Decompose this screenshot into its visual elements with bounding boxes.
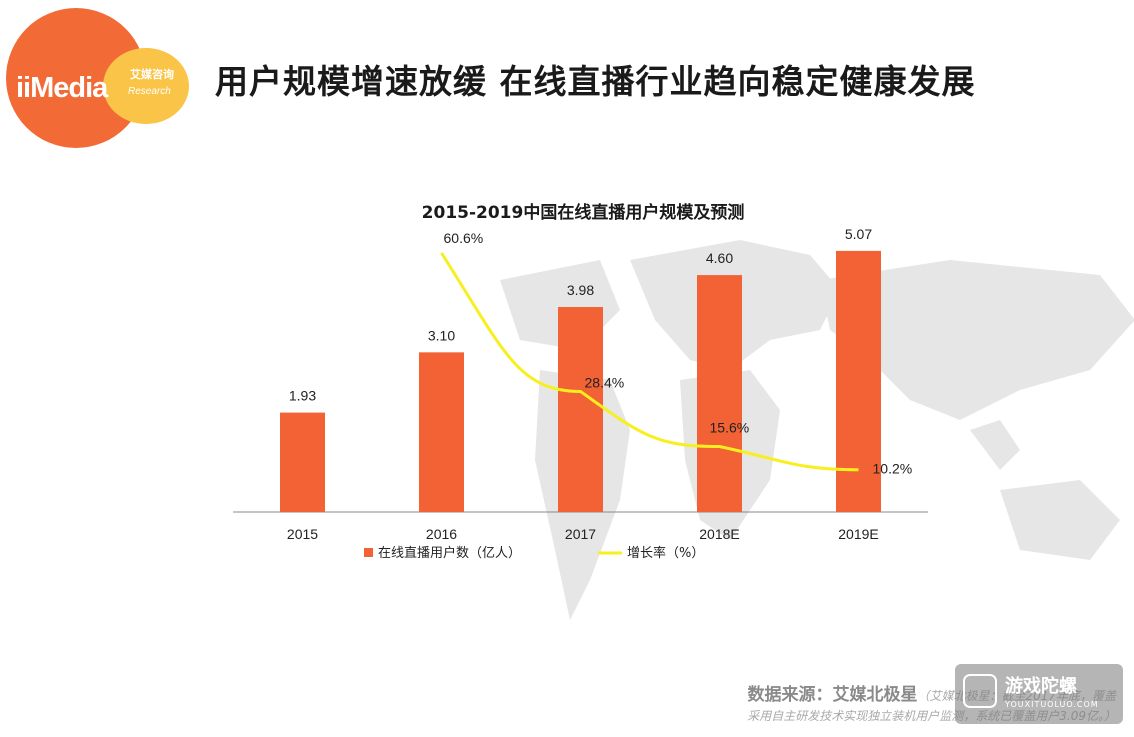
bar: [558, 307, 603, 512]
x-tick-label: 2018E: [699, 526, 739, 542]
bar: [280, 412, 325, 512]
bar-value-label: 1.93: [289, 388, 316, 404]
line-value-label: 28.4%: [585, 374, 625, 390]
x-tick-label: 2016: [426, 526, 457, 542]
watermark-url: YOUXITUOLUO.COM: [1005, 700, 1099, 709]
legend-bar-swatch: [364, 548, 373, 557]
watermark: 游戏陀螺 YOUXITUOLUO.COM: [955, 664, 1123, 724]
x-tick-label: 2017: [565, 526, 596, 542]
brand-logo: iiMedia 艾媒咨询 Research: [0, 0, 200, 160]
x-tick-label: 2019E: [838, 526, 878, 542]
bar-value-label: 5.07: [845, 226, 872, 242]
chart-title: 2015-2019中国在线直播用户规模及预测: [421, 203, 745, 223]
bar-value-label: 3.10: [428, 327, 455, 343]
bar-value-label: 3.98: [567, 282, 594, 298]
logo-circle-small: [103, 48, 189, 124]
watermark-title: 游戏陀螺: [1005, 676, 1077, 697]
page-title: 用户规模增速放缓 在线直播行业趋向稳定健康发展: [215, 62, 976, 101]
logo-cn-name: 艾媒咨询: [130, 68, 174, 81]
logo-wordmark: iiMedia: [16, 72, 108, 104]
line-value-label: 10.2%: [873, 461, 913, 477]
logo-en-name: Research: [128, 86, 171, 97]
line-value-label: 60.6%: [444, 230, 484, 246]
bar-value-label: 4.60: [706, 250, 733, 266]
bar: [419, 352, 464, 512]
source-label: 数据来源：艾媒北极星: [747, 685, 918, 705]
gamepad-icon: [963, 674, 997, 708]
legend-line-label: 增长率（%）: [627, 545, 704, 561]
legend-bar-label: 在线直播用户数（亿人）: [378, 545, 521, 561]
line-value-label: 15.6%: [710, 420, 750, 436]
bar: [697, 275, 742, 512]
growth-rate-line: [440, 252, 859, 472]
x-tick-label: 2015: [287, 526, 318, 542]
